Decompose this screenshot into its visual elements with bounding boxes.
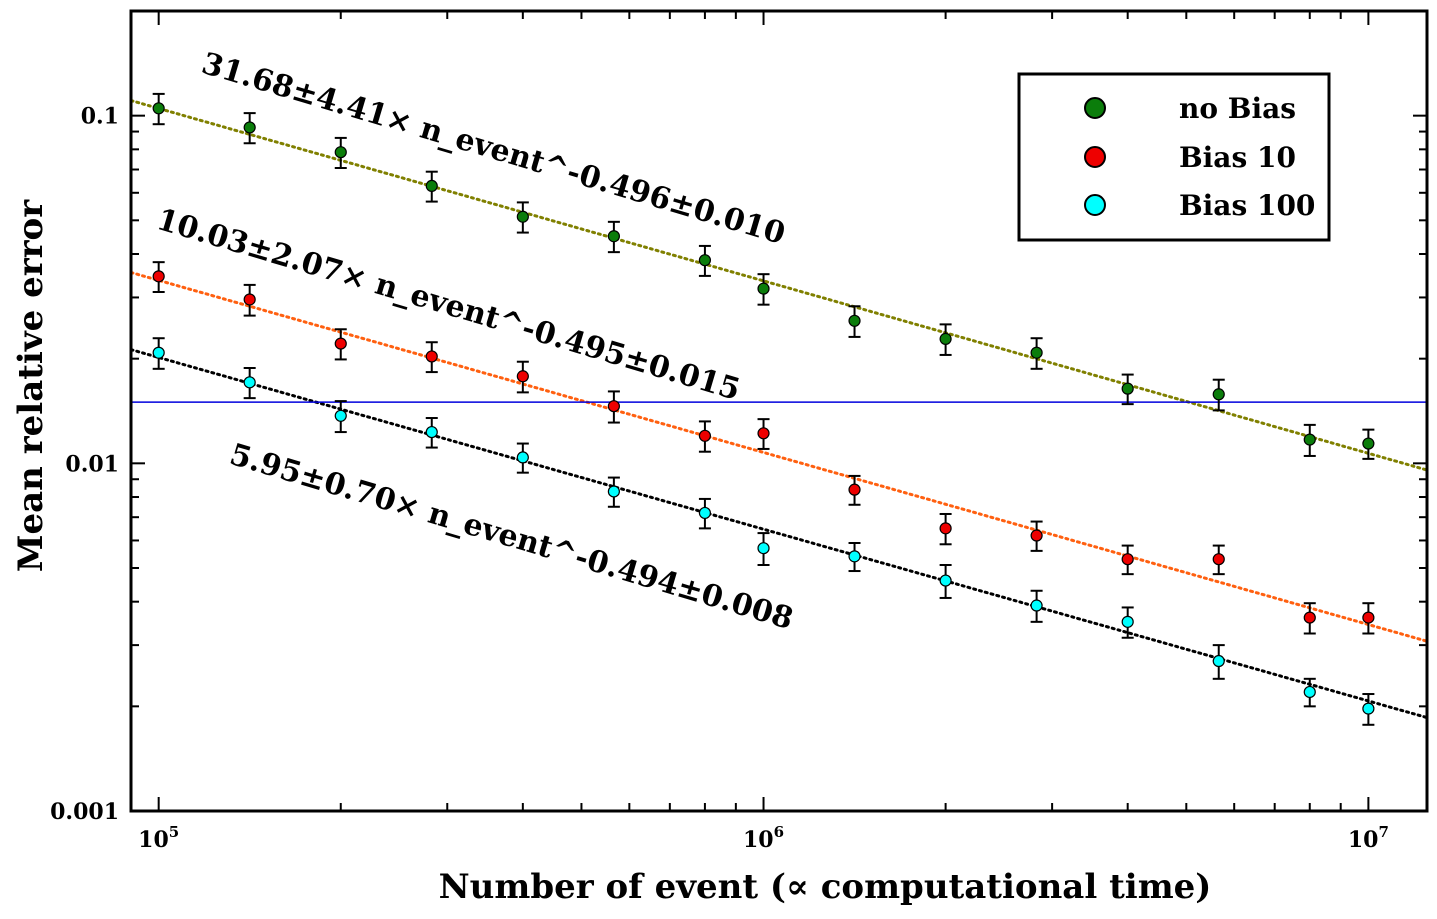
point-bias-100 <box>1362 702 1375 715</box>
point-bias-100 <box>425 425 438 439</box>
point-bias-10 <box>757 427 770 440</box>
point-bias-10 <box>607 400 620 413</box>
point-no-bias <box>757 282 770 295</box>
point-bias-10 <box>243 293 256 306</box>
point-bias-100 <box>1303 685 1316 699</box>
point-bias-10 <box>698 429 712 442</box>
x-axis-title: Number of event (∝ computational time) <box>439 867 1212 907</box>
legend-marker-bias-10 <box>1084 146 1106 168</box>
x-tick-label: 107 <box>1348 823 1389 853</box>
point-no-bias <box>152 102 165 115</box>
legend: no Bias Bias 10 Bias 100 <box>1017 72 1331 242</box>
point-bias-10 <box>1303 611 1316 624</box>
point-bias-100 <box>1212 654 1225 668</box>
legend-label-bias-100: Bias 100 <box>1179 189 1315 222</box>
point-no-bias <box>516 210 529 223</box>
point-no-bias <box>848 314 861 327</box>
point-bias-100 <box>243 376 256 389</box>
legend-box <box>1017 72 1331 242</box>
point-no-bias <box>1212 388 1225 401</box>
point-bias-100 <box>607 485 620 498</box>
point-bias-100 <box>757 542 770 555</box>
legend-marker-bias-100 <box>1084 194 1106 216</box>
point-bias-100 <box>698 506 712 520</box>
point-bias-100 <box>334 409 347 422</box>
point-no-bias <box>334 146 347 159</box>
fit-line-no-bias <box>129 99 1429 472</box>
point-bias-10 <box>1212 553 1225 566</box>
point-bias-100 <box>1030 599 1043 612</box>
point-no-bias <box>1121 382 1134 395</box>
ticks-layer: 105 106 107 0.1 0.01 0.001 <box>50 10 1427 853</box>
point-no-bias <box>1362 437 1375 450</box>
point-no-bias <box>243 121 256 134</box>
point-no-bias <box>607 230 620 243</box>
x-tick-label: 106 <box>743 823 784 853</box>
point-bias-10 <box>939 522 952 535</box>
legend-label-bias-10: Bias 10 <box>1179 141 1296 174</box>
fit-lines <box>129 99 1429 720</box>
y-tick-label: 0.1 <box>81 104 119 130</box>
point-bias-100 <box>939 574 952 587</box>
legend-label-no-bias: no Bias <box>1179 92 1296 125</box>
data-points <box>152 92 1375 726</box>
legend-marker-no-bias <box>1084 97 1106 119</box>
y-tick-label: 0.01 <box>65 451 119 477</box>
point-bias-10 <box>516 370 529 383</box>
x-tick-label: 105 <box>138 823 179 853</box>
point-bias-10 <box>425 350 438 363</box>
fit-line-bias-10 <box>129 270 1429 643</box>
point-bias-10 <box>848 483 861 496</box>
point-bias-10 <box>334 337 347 350</box>
y-axis-title: Mean relative error <box>11 199 51 572</box>
point-bias-100 <box>848 550 861 563</box>
point-no-bias <box>939 332 952 345</box>
point-bias-10 <box>1121 553 1134 566</box>
point-bias-10 <box>1030 529 1043 542</box>
y-tick-label: 0.001 <box>50 799 119 825</box>
plot-frame <box>129 9 1429 813</box>
point-no-bias <box>1303 433 1316 446</box>
point-no-bias <box>698 254 712 267</box>
point-bias-10 <box>152 270 165 283</box>
fit-label-no-bias: 31.68±4.41× n_event^-0.496±0.010 <box>198 46 789 252</box>
fit-line-bias-100 <box>129 348 1429 720</box>
point-no-bias <box>425 179 438 193</box>
fit-label-bias-100: 5.95±0.70× n_event^-0.494±0.008 <box>226 437 797 637</box>
point-bias-100 <box>1121 615 1134 628</box>
point-bias-100 <box>152 346 165 359</box>
point-no-bias <box>1030 346 1043 359</box>
point-bias-10 <box>1362 611 1375 624</box>
point-bias-100 <box>516 451 529 464</box>
